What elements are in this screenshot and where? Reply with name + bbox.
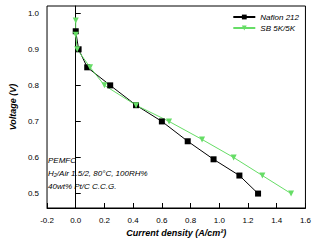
svg-text:40wt% Pt/C C.C.G.: 40wt% Pt/C C.C.G.	[48, 182, 116, 191]
svg-text:1.6: 1.6	[300, 216, 312, 225]
svg-text:0.6: 0.6	[156, 216, 168, 225]
svg-text:0.7: 0.7	[28, 117, 40, 126]
svg-text:0.5: 0.5	[28, 189, 40, 198]
svg-text:-0.2: -0.2	[40, 216, 54, 225]
svg-text:1.4: 1.4	[271, 216, 283, 225]
svg-text:1.0: 1.0	[214, 216, 226, 225]
svg-text:1.0: 1.0	[28, 9, 40, 18]
svg-text:0.9: 0.9	[28, 45, 40, 54]
svg-text:0.6: 0.6	[28, 153, 40, 162]
svg-text:Nafion 212: Nafion 212	[260, 13, 299, 22]
svg-text:SB 5K/5K: SB 5K/5K	[260, 24, 295, 33]
svg-text:Voltage (V): Voltage (V)	[8, 84, 18, 131]
svg-text:Current density (A/cm²): Current density (A/cm²)	[126, 228, 226, 238]
svg-text:0.8: 0.8	[185, 216, 197, 225]
svg-text:H₂/Air 1.5/2, 80°C, 100RH%: H₂/Air 1.5/2, 80°C, 100RH%	[48, 169, 148, 178]
svg-text:0.2: 0.2	[99, 216, 111, 225]
svg-text:0.0: 0.0	[70, 216, 82, 225]
svg-text:1.2: 1.2	[242, 216, 254, 225]
svg-text:0.4: 0.4	[128, 216, 140, 225]
svg-text:PEMFC: PEMFC	[48, 156, 76, 165]
svg-text:0.8: 0.8	[28, 81, 40, 90]
